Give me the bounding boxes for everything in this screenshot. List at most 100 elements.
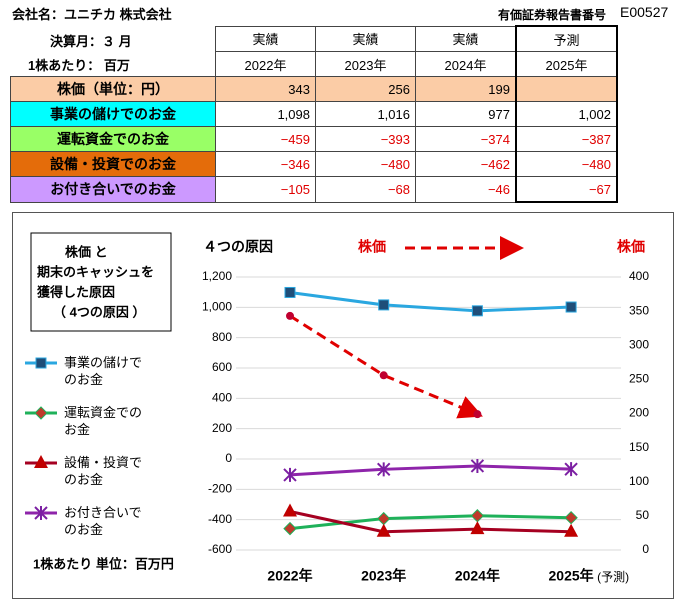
y-tick-label: 0	[225, 451, 232, 465]
y-tick-label: 600	[212, 360, 232, 374]
legend-label: お付き合いでのお金	[64, 505, 142, 537]
table: 実績 実績 実績 予測 2022年 2023年 2024年 2025年 株価（単位：円） 34…	[10, 25, 618, 203]
marker	[470, 458, 485, 473]
row-label: 事業の儲けでのお金	[10, 101, 216, 127]
cell: −387	[515, 126, 618, 152]
x-tick-label: 2022年	[267, 568, 312, 584]
y2-tick-label: 400	[629, 269, 649, 283]
report-label: 有価証券報告書番号	[498, 8, 607, 22]
cell: −46	[415, 176, 517, 203]
legend-label: 運転資金でのお金	[64, 405, 143, 437]
y-tick-label: 1,000	[202, 300, 232, 314]
cell: 343	[215, 76, 316, 102]
marker	[473, 410, 482, 419]
legend-label: 事業の儲けでのお金	[64, 355, 143, 387]
chart-title: ４つの原因	[203, 239, 273, 255]
cell: 2023年	[315, 51, 416, 77]
cell: −105	[215, 176, 316, 203]
marker	[565, 301, 577, 313]
marker	[564, 462, 578, 477]
chart-svg: -600 -400 -200 0 200 400 600 800 1,000 1,200 0 50 10…	[25, 232, 650, 584]
cell: −374	[415, 126, 517, 152]
x-tick-label: 2023年	[361, 568, 406, 584]
note-text: 期末のキャッシュを	[37, 264, 154, 279]
marker	[34, 455, 48, 468]
marker	[286, 311, 294, 320]
forecast-note: (予測)	[597, 570, 629, 584]
row-label: 設備・投資でのお金	[10, 151, 216, 177]
marker	[283, 503, 297, 517]
marker	[378, 299, 390, 311]
marker	[34, 506, 48, 520]
y-tick-label: -200	[208, 482, 232, 496]
cell: 2025年	[515, 51, 618, 77]
x-tick-label: 2025年	[549, 568, 594, 584]
series-line	[289, 314, 483, 419]
cell: 977	[415, 101, 517, 127]
y-tick-label: 200	[212, 421, 232, 435]
series-line	[289, 510, 572, 534]
row-label: 株価（単位：円）	[10, 76, 216, 102]
marker	[284, 286, 296, 298]
row-label: 運転資金でのお金	[10, 126, 216, 152]
report-no: E00527	[620, 4, 669, 20]
marker	[564, 510, 578, 525]
y2-tick-label: 250	[629, 372, 649, 386]
cell: 256	[315, 76, 416, 102]
company: 会社名：ユニチカ 株式会社	[12, 7, 172, 22]
note-text: 獲得した原因	[37, 284, 115, 299]
arrow-label: 株価	[358, 239, 386, 255]
cell: 実績	[215, 25, 316, 52]
note-text: 株価 と	[65, 244, 108, 259]
series-line	[289, 464, 572, 477]
cell: −480	[315, 151, 416, 177]
legend-label: 設備・投資でのお金	[64, 455, 143, 487]
y2-tick-label: 300	[629, 337, 649, 351]
cell: −67	[515, 176, 618, 203]
marker	[283, 467, 297, 482]
cell: 2022年	[215, 51, 316, 77]
cell: 予測	[515, 25, 618, 52]
cell: −393	[315, 126, 416, 152]
cell: −462	[415, 151, 517, 177]
unit: 1株あたり： 百万	[28, 58, 130, 73]
month: 決算月：３ 月	[50, 34, 132, 49]
y-tick-label: 400	[212, 391, 232, 405]
cell: 実績	[415, 25, 517, 52]
cell: 実績	[315, 25, 416, 52]
note-box	[30, 232, 172, 332]
unit-note: 1株あたり 単位：百万円	[33, 556, 174, 571]
y2-tick-label: 50	[636, 508, 650, 522]
cell: 1,002	[515, 101, 618, 127]
cell: 1,098	[215, 101, 316, 127]
y-tick-label: 800	[212, 330, 232, 344]
cell: −68	[315, 176, 416, 203]
marker	[34, 406, 48, 420]
y2-tick-label: 200	[629, 406, 649, 420]
x-tick-label: 2024年	[455, 568, 500, 584]
marker	[470, 521, 485, 535]
marker	[379, 371, 388, 380]
cell: 2024年	[415, 51, 517, 77]
y2-label: 株価	[617, 239, 645, 255]
cell: −346	[215, 151, 316, 177]
cell: −459	[215, 126, 316, 152]
y-tick-label: -600	[208, 542, 232, 556]
y2-tick-label: 0	[642, 542, 649, 556]
series-line	[289, 290, 572, 313]
series-line	[289, 514, 572, 531]
marker	[376, 462, 391, 477]
note-text: （ 4つの原因 ）	[53, 304, 145, 319]
y-tick-label: 1,200	[202, 269, 232, 283]
y2-tick-label: 150	[629, 440, 649, 454]
y2-tick-label: 350	[629, 303, 649, 317]
cell: −480	[515, 151, 618, 177]
marker	[564, 523, 579, 537]
cell: 199	[415, 76, 517, 102]
cell: 1,016	[315, 101, 416, 127]
y-tick-label: -400	[208, 512, 232, 526]
chart: -600 -400 -200 0 200 400 600 800 1,000 1,200 0 50 10…	[12, 212, 674, 599]
row-label: お付き合いでのお金	[10, 176, 216, 203]
y2-tick-label: 100	[629, 474, 649, 488]
